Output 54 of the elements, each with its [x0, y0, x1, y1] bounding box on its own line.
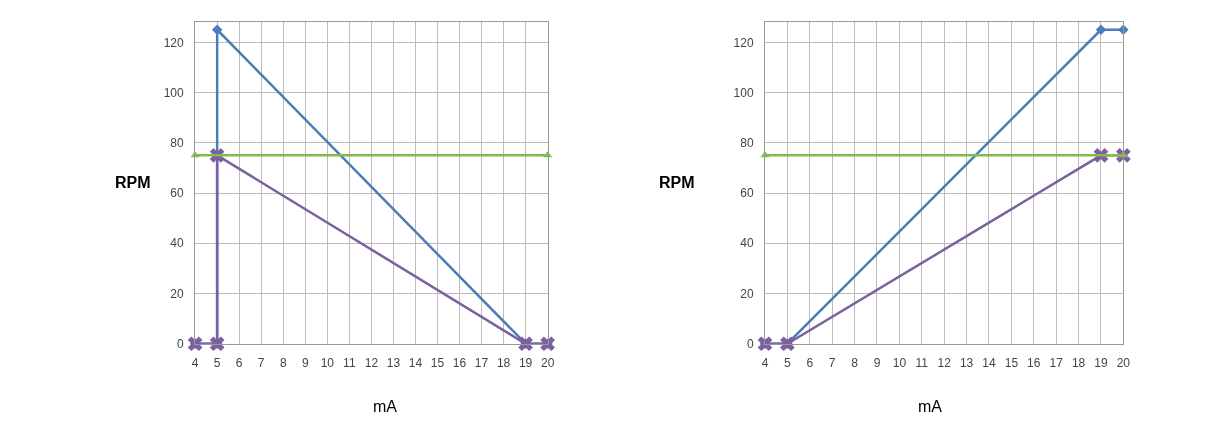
x-tick-label: 17 [474, 356, 489, 371]
y-tick-label: 80 [170, 135, 185, 150]
x-tick-label: 19 [518, 356, 533, 371]
y-tick-label: 100 [733, 85, 754, 100]
y-tick-label: 100 [163, 85, 185, 100]
x-tick-label: 10 [320, 356, 335, 371]
point [1095, 24, 1107, 35]
x-tick-label: 4 [191, 356, 199, 371]
x-tick-label: 16 [452, 356, 467, 371]
y-axis-title: RPM [115, 174, 151, 191]
x-axis-title: mA [918, 398, 943, 415]
x-tick-label: 8 [851, 356, 859, 371]
y-tick-label: 20 [740, 286, 754, 301]
x-tick-label: 9 [301, 356, 309, 371]
y-tick-label: 40 [170, 236, 185, 251]
point [211, 24, 223, 35]
y-tick-label: 60 [170, 186, 185, 201]
x-tick-label: 5 [784, 356, 792, 371]
x-tick-label: 13 [386, 356, 401, 371]
x-tick-label: 6 [235, 356, 243, 371]
x-tick-label: 5 [213, 356, 221, 371]
x-tick-label: 18 [1071, 356, 1086, 371]
x-tick-label: 10 [892, 356, 907, 371]
x-tick-label: 15 [430, 356, 445, 371]
x-tick-label: 4 [761, 356, 769, 371]
y-tick-label: 40 [740, 236, 754, 251]
x-tick-label: 7 [828, 356, 836, 371]
x-tick-label: 6 [806, 356, 814, 371]
y-axis-title: RPM [659, 174, 695, 191]
x-tick-label: 12 [364, 356, 379, 371]
x-tick-label: 18 [496, 356, 511, 371]
y-tick-label: 80 [740, 135, 754, 150]
x-axis-title: mA [373, 398, 398, 415]
y-tick-label: 20 [170, 286, 185, 301]
x-tick-label: 20 [1116, 356, 1131, 371]
x-tick-label: 7 [257, 356, 265, 371]
x-tick-label: 8 [279, 356, 287, 371]
x-tick-label: 16 [1027, 356, 1041, 371]
x-tick-label: 11 [343, 356, 356, 371]
x-tick-label: 14 [982, 356, 996, 371]
x-tick-label: 15 [1004, 356, 1019, 371]
x-tick-label: 19 [1094, 356, 1108, 371]
x-tick-label: 17 [1049, 356, 1064, 371]
x-tick-label: 11 [915, 356, 929, 371]
y-tick-label: 120 [163, 35, 185, 50]
x-tick-label: 20 [540, 356, 555, 371]
y-tick-label: 0 [177, 336, 185, 351]
x-tick-label: 14 [408, 356, 423, 371]
x-tick-label: 13 [959, 356, 974, 371]
y-tick-label: 0 [746, 336, 754, 351]
y-tick-label: 60 [740, 186, 754, 201]
y-tick-label: 120 [733, 35, 754, 50]
x-tick-label: 12 [937, 356, 952, 371]
x-tick-label: 9 [873, 356, 881, 371]
